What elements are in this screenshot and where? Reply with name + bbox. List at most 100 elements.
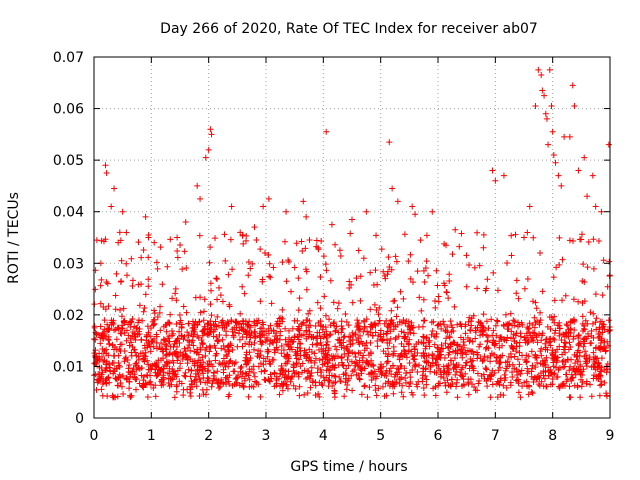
data-point (231, 368, 238, 375)
data-point (181, 372, 188, 379)
data-point (106, 360, 113, 367)
y-tick-label: 0.07 (53, 50, 84, 66)
data-point (321, 293, 328, 300)
data-point (434, 344, 441, 351)
data-point (506, 361, 513, 368)
data-point (320, 334, 327, 340)
data-point (566, 237, 573, 244)
data-point (93, 237, 100, 244)
data-point (257, 393, 264, 400)
data-point (376, 317, 383, 324)
data-point (187, 373, 194, 380)
data-point (202, 352, 209, 359)
data-point (361, 324, 368, 331)
data-point (395, 333, 402, 340)
data-point (147, 381, 154, 388)
data-point (153, 331, 160, 338)
data-point (239, 380, 246, 387)
data-point (406, 383, 413, 390)
data-point (187, 389, 194, 396)
data-point (118, 383, 125, 390)
data-point (307, 373, 314, 380)
data-point (238, 325, 245, 332)
data-point (314, 369, 321, 376)
data-point (141, 342, 148, 349)
data-point (516, 349, 523, 356)
data-point (576, 352, 583, 359)
data-point (547, 326, 554, 332)
data-point (237, 310, 244, 317)
data-point (539, 330, 546, 337)
data-point (219, 336, 226, 343)
data-point (120, 318, 127, 325)
data-point (511, 318, 518, 325)
data-point (511, 353, 518, 360)
data-point (199, 367, 206, 374)
data-point (483, 318, 490, 325)
data-point (145, 254, 152, 261)
data-point (496, 338, 503, 345)
data-point (487, 358, 494, 365)
data-point (203, 386, 210, 393)
data-point (510, 331, 517, 338)
data-point (557, 325, 564, 332)
data-point (517, 333, 524, 340)
data-point (445, 343, 452, 350)
data-point (279, 387, 286, 394)
data-point (433, 333, 440, 340)
data-point (232, 329, 239, 336)
data-point (323, 128, 330, 135)
data-point (206, 358, 213, 364)
data-point (276, 370, 283, 377)
data-point (521, 379, 528, 386)
data-point (483, 285, 490, 292)
data-point (407, 379, 414, 386)
data-point (562, 292, 569, 299)
data-point (480, 356, 487, 363)
data-point (152, 369, 159, 376)
data-point (516, 361, 523, 368)
data-point (246, 338, 253, 345)
data-point (120, 305, 127, 312)
data-point (467, 376, 474, 383)
data-point (315, 390, 322, 397)
data-point (239, 343, 246, 350)
data-point (497, 353, 504, 360)
data-point (428, 331, 435, 338)
data-point (147, 372, 154, 379)
data-point (296, 392, 303, 399)
data-point (499, 342, 506, 349)
data-point (358, 391, 365, 398)
data-point (490, 269, 497, 276)
data-point (343, 372, 350, 379)
data-point (419, 372, 426, 379)
data-point (381, 272, 388, 279)
data-point (597, 368, 604, 375)
data-point (164, 319, 171, 326)
data-point (528, 334, 535, 341)
data-point (284, 375, 291, 382)
data-point (381, 320, 388, 327)
data-point (471, 384, 478, 391)
data-point (368, 324, 375, 331)
data-point (271, 349, 278, 356)
data-point (338, 329, 345, 336)
data-point (278, 350, 285, 357)
data-point (466, 262, 473, 269)
data-point (103, 346, 110, 353)
data-point (588, 339, 595, 346)
data-point (167, 343, 174, 350)
data-point (388, 371, 395, 378)
data-point (133, 360, 140, 367)
data-point (513, 348, 520, 355)
data-point (105, 352, 112, 359)
data-point (475, 380, 482, 387)
data-point (323, 367, 330, 374)
data-point (359, 354, 366, 361)
data-point (255, 363, 262, 370)
data-point (526, 320, 533, 327)
data-point (174, 254, 181, 261)
data-point (427, 364, 434, 371)
data-point (482, 365, 489, 372)
data-point (558, 336, 565, 343)
